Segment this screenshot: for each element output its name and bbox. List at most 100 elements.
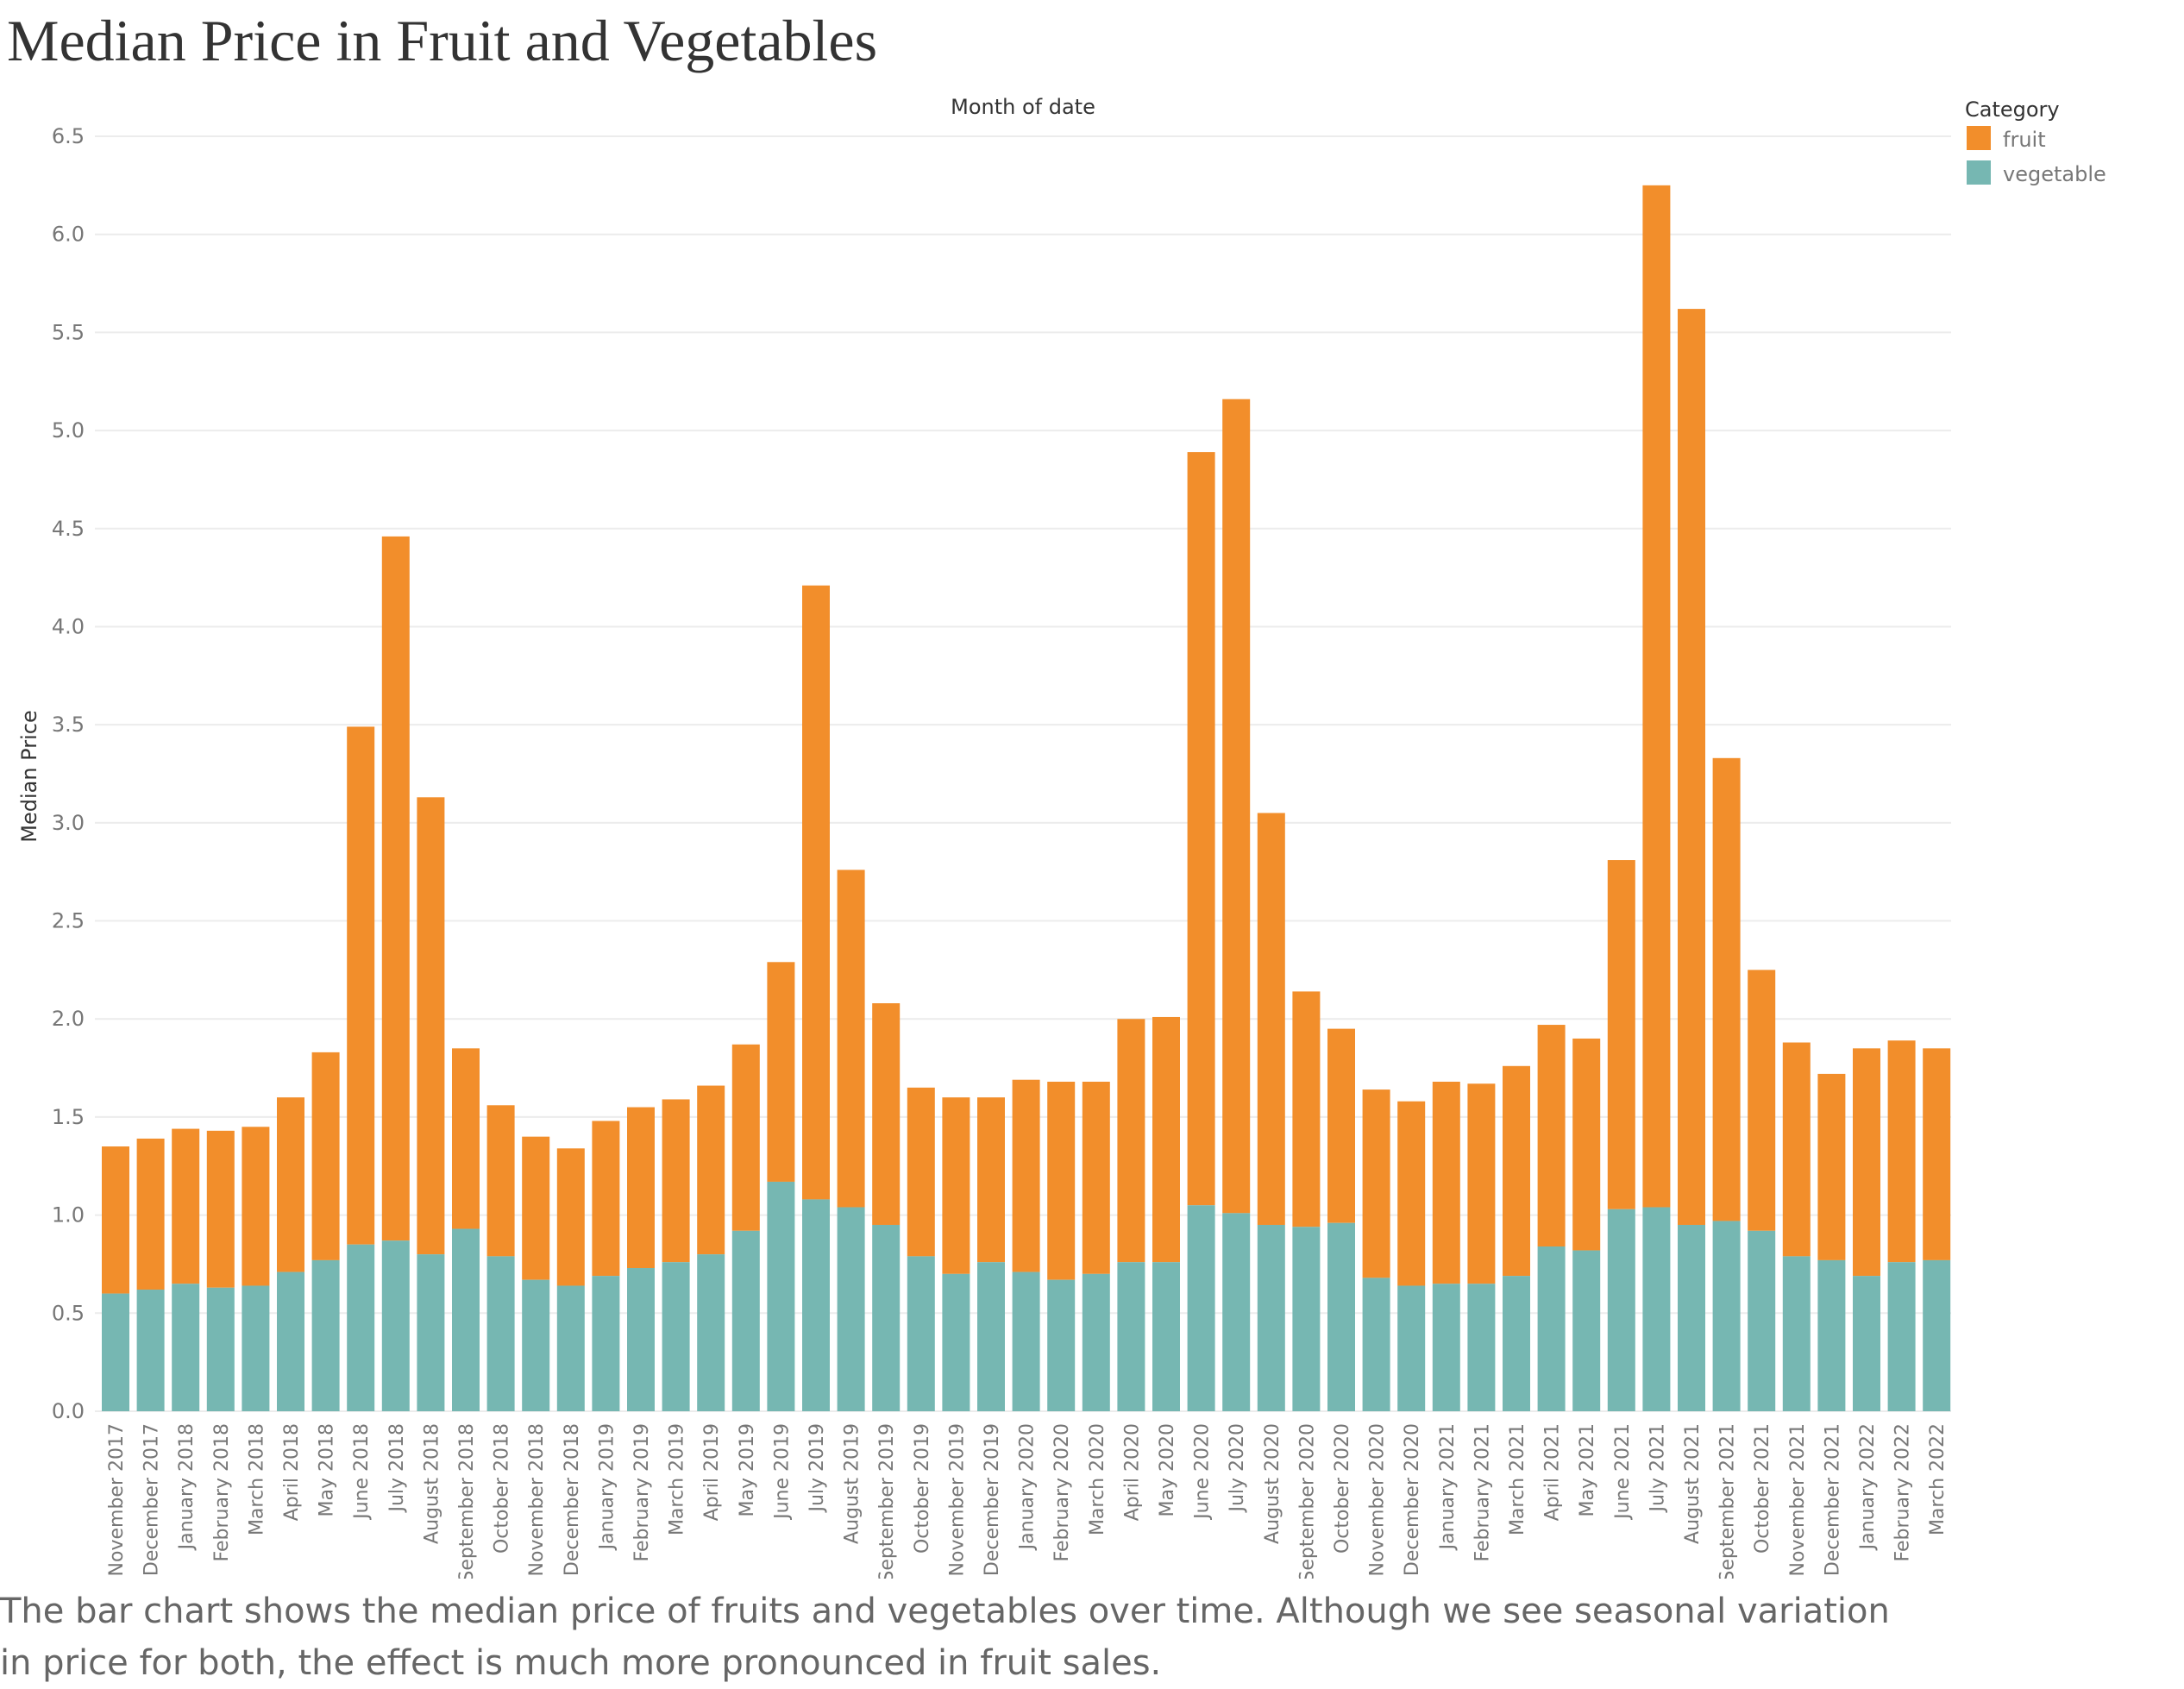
y-axis-label: Median Price — [17, 710, 41, 842]
x-tick-label: December 2020 — [1402, 1423, 1423, 1576]
x-tick-label: June 2021 — [1612, 1423, 1634, 1521]
bar-fruit — [136, 1138, 165, 1290]
x-tick-label: November 2019 — [946, 1423, 968, 1576]
x-tick-label: June 2020 — [1192, 1423, 1214, 1521]
x-tick-label: November 2020 — [1367, 1423, 1389, 1576]
bar-vegetable — [872, 1224, 901, 1411]
bar-fruit — [1887, 1040, 1916, 1263]
bar-vegetable — [1187, 1205, 1215, 1411]
legend-title: Category — [1965, 97, 2060, 122]
bar-vegetable — [1853, 1276, 1880, 1411]
bar-fruit — [1187, 452, 1215, 1206]
x-tick-label: June 2018 — [351, 1423, 373, 1521]
bar-fruit — [311, 1052, 340, 1260]
bar-vegetable — [1362, 1278, 1390, 1411]
x-tick-label: October 2021 — [1752, 1423, 1773, 1554]
bar-vegetable — [731, 1230, 760, 1411]
legend-label-fruit: fruit — [2003, 128, 2046, 152]
bar-vegetable — [767, 1181, 795, 1411]
x-tick-label: September 2019 — [876, 1423, 898, 1579]
bar-fruit — [1712, 757, 1741, 1221]
bar-fruit — [1257, 813, 1285, 1225]
bar-vegetable — [1503, 1276, 1530, 1411]
bar-vegetable — [802, 1199, 830, 1411]
bar-fruit — [381, 536, 410, 1241]
bar-vegetable — [102, 1293, 129, 1411]
y-tick-label: 1.5 — [52, 1105, 85, 1129]
bar-fruit — [1117, 1019, 1145, 1263]
bar-vegetable — [837, 1207, 865, 1411]
bar-vegetable — [206, 1287, 235, 1411]
x-tick-label: February 2021 — [1472, 1423, 1493, 1561]
x-tick-label: August 2018 — [421, 1423, 442, 1544]
y-tick-label: 5.5 — [52, 320, 85, 344]
bar-fruit — [627, 1107, 655, 1269]
bar-vegetable — [417, 1254, 445, 1411]
bar-fruit — [417, 797, 445, 1255]
bar-fruit — [1853, 1048, 1880, 1277]
x-tick-label: July 2019 — [806, 1423, 828, 1514]
y-tick-label: 6.5 — [52, 124, 85, 148]
bar-fruit — [1503, 1065, 1530, 1277]
x-tick-label: January 2019 — [596, 1423, 618, 1551]
chart-caption: The bar chart shows the median price of … — [0, 1592, 1890, 1683]
x-tick-label: June 2019 — [771, 1423, 793, 1521]
bar-fruit — [1748, 970, 1776, 1231]
bar-fruit — [1362, 1089, 1390, 1278]
bar-vegetable — [1782, 1256, 1811, 1411]
bar-vegetable — [1607, 1209, 1635, 1411]
bar-vegetable — [136, 1290, 165, 1411]
bar-fruit — [206, 1130, 235, 1288]
bar-vegetable — [1432, 1284, 1460, 1411]
y-tick-label: 0.0 — [52, 1399, 85, 1423]
bar-fruit — [242, 1127, 270, 1286]
x-tick-label: September 2021 — [1717, 1423, 1739, 1579]
bar-fruit — [942, 1097, 970, 1274]
bar-vegetable — [242, 1285, 270, 1411]
bar-fruit — [1432, 1081, 1460, 1284]
bar-fruit — [1397, 1101, 1426, 1286]
x-tick-label: September 2020 — [1296, 1423, 1318, 1579]
bar-fruit — [1782, 1042, 1811, 1257]
bar-fruit — [1222, 399, 1251, 1214]
y-tick-label: 6.0 — [52, 223, 85, 247]
x-tick-label: March 2022 — [1927, 1423, 1949, 1535]
bar-vegetable — [1748, 1230, 1776, 1411]
x-tick-label: March 2021 — [1507, 1423, 1528, 1535]
x-tick-label: February 2019 — [631, 1423, 653, 1561]
bar-vegetable — [1923, 1259, 1951, 1411]
bar-vegetable — [1817, 1259, 1846, 1411]
bar-vegetable — [907, 1256, 935, 1411]
bar-fruit — [837, 870, 865, 1208]
bar-vegetable — [277, 1271, 304, 1411]
x-tick-label: December 2019 — [982, 1423, 1003, 1576]
bar-vegetable — [556, 1285, 585, 1411]
bar-fruit — [872, 1003, 901, 1225]
y-tick-label: 3.0 — [52, 811, 85, 835]
bar-fruit — [1572, 1038, 1601, 1251]
x-tick-label: December 2017 — [141, 1423, 163, 1576]
x-tick-label: October 2019 — [912, 1423, 933, 1554]
bar-fruit — [1537, 1025, 1566, 1246]
x-tick-label: October 2018 — [492, 1423, 513, 1554]
bar-vegetable — [1117, 1262, 1145, 1411]
bar-fruit — [1152, 1016, 1180, 1263]
bar-fruit — [1082, 1081, 1110, 1274]
bar-fruit — [486, 1105, 515, 1257]
bar-fruit — [172, 1128, 200, 1284]
column-header: Month of date — [951, 95, 1095, 119]
x-tick-label: March 2019 — [667, 1423, 688, 1535]
bar-vegetable — [452, 1228, 480, 1411]
bar-vegetable — [1712, 1221, 1741, 1411]
bar-vegetable — [1642, 1207, 1671, 1411]
bar-fruit — [1047, 1081, 1076, 1280]
bar-vegetable — [1537, 1246, 1566, 1411]
page-title: Median Price in Fruit and Vegetables — [7, 8, 878, 73]
bar-fruit — [556, 1148, 585, 1286]
bar-fruit — [1467, 1083, 1496, 1284]
x-tick-label: May 2020 — [1157, 1423, 1178, 1516]
bar-fruit — [1012, 1079, 1040, 1272]
bar-vegetable — [697, 1254, 725, 1411]
bar-fruit — [907, 1087, 935, 1257]
x-tick-label: August 2019 — [842, 1423, 863, 1544]
